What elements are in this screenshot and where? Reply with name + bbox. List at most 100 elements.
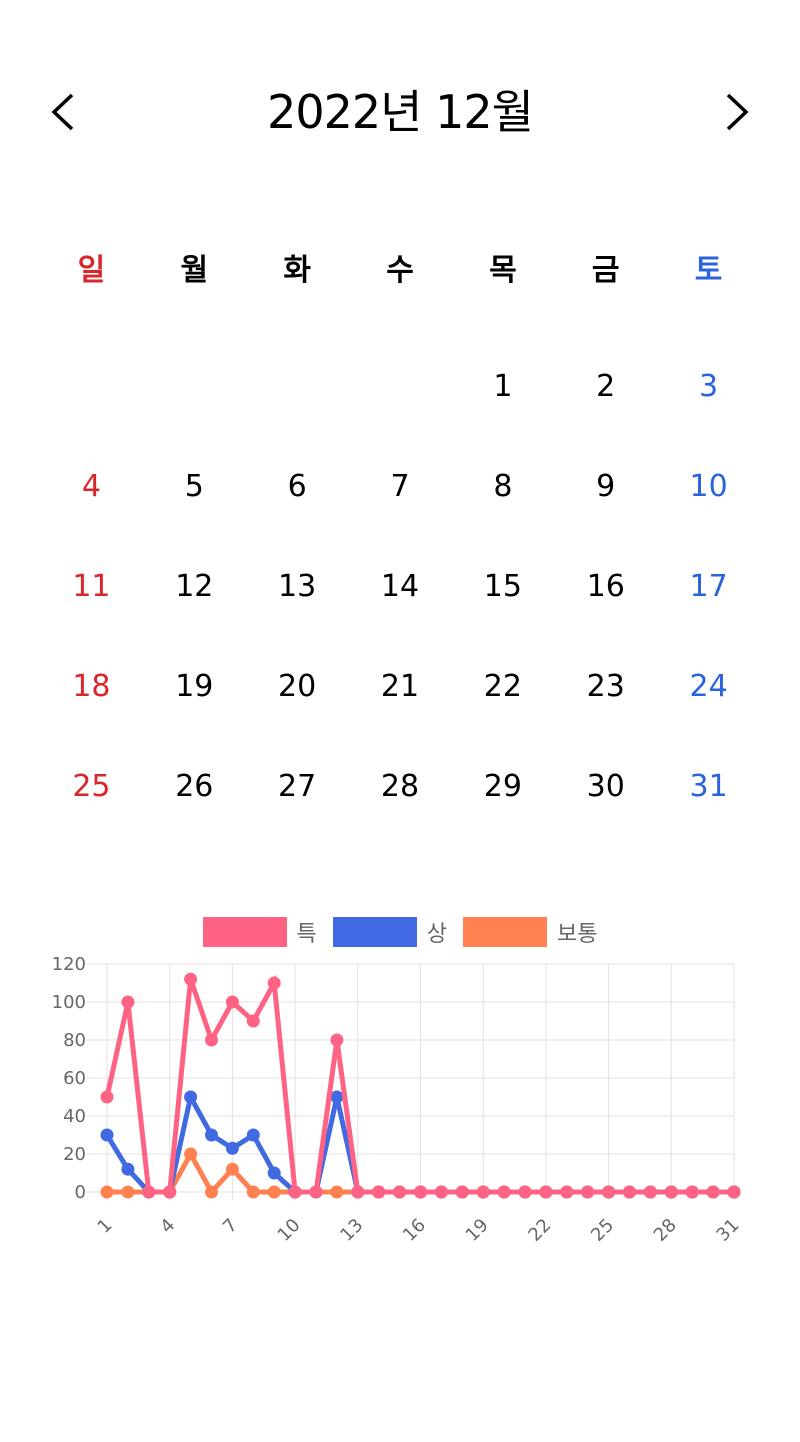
y-tick-label: 80 <box>63 1030 86 1051</box>
calendar-day-18[interactable]: 18 <box>72 669 111 704</box>
x-tick-label: 16 <box>399 1215 430 1246</box>
calendar-day-10[interactable]: 10 <box>689 469 728 504</box>
legend-swatch <box>463 917 547 947</box>
calendar-day-23[interactable]: 23 <box>586 669 625 704</box>
data-point <box>121 995 135 1009</box>
calendar-day-2[interactable]: 2 <box>596 369 616 404</box>
x-tick-label: 1 <box>94 1215 117 1238</box>
y-tick-label: 40 <box>63 1106 86 1127</box>
data-point <box>455 1185 469 1199</box>
data-point <box>539 1185 553 1199</box>
calendar-week-row: 4 5 6 7 8 9 10 <box>40 437 760 537</box>
calendar-day-22[interactable]: 22 <box>483 669 522 704</box>
x-tick-label: 19 <box>462 1215 493 1246</box>
data-point <box>184 1147 198 1161</box>
legend-item[interactable]: 보통 <box>463 915 597 949</box>
x-tick-label: 28 <box>650 1215 681 1246</box>
y-tick-label: 20 <box>63 1144 86 1165</box>
x-tick-label: 22 <box>524 1215 555 1246</box>
calendar-day-empty <box>143 337 246 437</box>
weekday-tuesday: 화 <box>283 253 311 288</box>
calendar-day-9[interactable]: 9 <box>596 469 616 504</box>
calendar-day-25[interactable]: 25 <box>72 769 111 804</box>
calendar-days-grid: 1 2 3 4 5 6 7 8 9 10 11 12 13 14 15 16 17 18 19 20 21 22 23 24 2… <box>40 337 760 837</box>
calendar-day-21[interactable]: 21 <box>380 669 420 704</box>
data-point <box>664 1185 678 1199</box>
calendar-day-27[interactable]: 27 <box>278 769 317 804</box>
calendar-day-26[interactable]: 26 <box>175 769 214 804</box>
calendar-day-1[interactable]: 1 <box>493 369 513 404</box>
weekday-header-row: 일 월 화 수 목 금 토 <box>40 246 760 296</box>
calendar-day-24[interactable]: 24 <box>689 669 728 704</box>
data-point <box>205 1185 218 1199</box>
calendar-day-31[interactable]: 31 <box>689 769 728 804</box>
x-tick-label: 4 <box>156 1215 179 1238</box>
legend-label: 특 <box>296 922 317 947</box>
calendar-day-30[interactable]: 30 <box>586 769 625 804</box>
x-tick-label: 25 <box>587 1215 618 1246</box>
next-month-button[interactable] <box>711 86 763 138</box>
data-point <box>685 1185 699 1199</box>
data-point <box>225 1162 239 1176</box>
data-point <box>225 995 239 1009</box>
calendar-day-5[interactable]: 5 <box>184 469 204 504</box>
data-point <box>288 1185 302 1199</box>
data-point <box>706 1185 720 1199</box>
chevron-left-icon <box>51 93 74 131</box>
data-point <box>184 1090 198 1104</box>
data-point <box>205 1033 218 1047</box>
data-point <box>121 1162 135 1176</box>
data-point <box>414 1185 427 1199</box>
y-tick-label: 60 <box>63 1068 86 1089</box>
calendar-week-row: 11 12 13 14 15 16 17 <box>40 537 760 637</box>
weekday-monday: 월 <box>180 253 209 288</box>
x-tick-label: 13 <box>336 1215 367 1246</box>
legend-item[interactable]: 특 <box>202 915 317 949</box>
data-point <box>434 1185 448 1199</box>
data-point <box>351 1185 365 1199</box>
weekday-friday: 금 <box>591 253 620 288</box>
data-point <box>267 976 281 990</box>
legend-item[interactable]: 상 <box>332 915 447 949</box>
weekday-saturday: 토 <box>694 253 723 288</box>
calendar-day-29[interactable]: 29 <box>483 769 522 804</box>
y-tick-label: 100 <box>52 992 86 1013</box>
data-point <box>330 1033 344 1047</box>
data-point <box>643 1185 657 1199</box>
prev-month-button[interactable] <box>37 86 89 138</box>
data-point <box>267 1185 281 1199</box>
calendar-day-12[interactable]: 12 <box>175 569 214 604</box>
data-point <box>267 1166 281 1180</box>
calendar-day-13[interactable]: 13 <box>278 569 317 604</box>
x-tick-label: 7 <box>219 1215 242 1238</box>
legend-label: 보통 <box>557 922 598 947</box>
legend-swatch <box>332 917 417 947</box>
calendar-day-16[interactable]: 16 <box>586 569 625 604</box>
calendar-header: 2022년 12월 <box>0 80 800 144</box>
legend-label: 상 <box>426 922 447 947</box>
calendar-day-17[interactable]: 17 <box>689 569 728 604</box>
data-point <box>476 1185 490 1199</box>
calendar-day-19[interactable]: 19 <box>175 669 214 704</box>
legend-swatch <box>202 917 287 947</box>
calendar-day-7[interactable]: 7 <box>390 469 410 504</box>
calendar-day-20[interactable]: 20 <box>278 669 317 704</box>
calendar-day-3[interactable]: 3 <box>699 369 719 404</box>
chart-legend: 특 상 보통 <box>0 915 800 949</box>
weekday-thursday: 목 <box>489 253 517 288</box>
calendar-day-4[interactable]: 4 <box>81 469 101 504</box>
chart-container: 0 20 40 60 80 100 120 1 4 7 10 13 16 19 22 25 28 31 특 상 보통 <box>0 900 800 1260</box>
data-point <box>246 1014 260 1028</box>
calendar-day-6[interactable]: 6 <box>287 469 307 504</box>
calendar-day-28[interactable]: 28 <box>380 769 420 804</box>
calendar-day-8[interactable]: 8 <box>493 469 513 504</box>
calendar-day-11[interactable]: 11 <box>72 569 111 604</box>
calendar-day-empty <box>246 337 349 437</box>
data-point <box>581 1185 595 1199</box>
data-point <box>330 1185 344 1199</box>
calendar-day-14[interactable]: 14 <box>380 569 420 604</box>
data-point <box>100 1185 114 1199</box>
calendar-day-15[interactable]: 15 <box>483 569 522 604</box>
data-point <box>100 1128 114 1142</box>
data-point <box>142 1185 156 1199</box>
